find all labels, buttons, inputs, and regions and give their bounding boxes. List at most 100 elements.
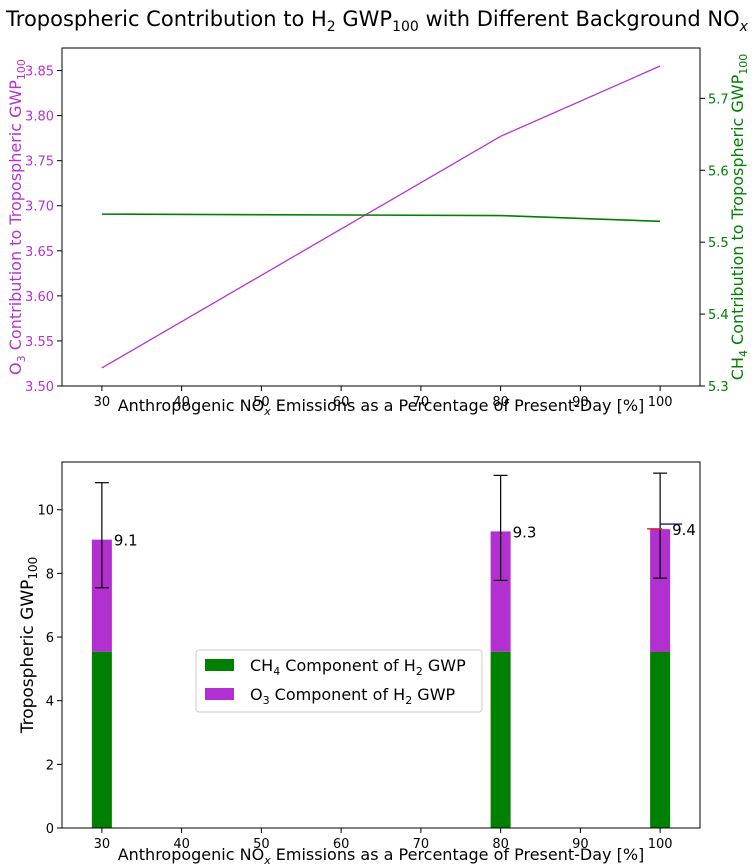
legend-box <box>195 649 483 713</box>
bar-y-tick-label: 2 <box>46 758 54 773</box>
left-y-tick-label: 3.85 <box>25 65 54 80</box>
right-y-tick-label: 5.7 <box>708 92 729 107</box>
line-chart-x-ticks: 30 40 50 60 70 80 90 100 <box>94 386 673 410</box>
line-chart: 30 40 50 60 70 80 90 100 3.503.553.603.653.703.… <box>6 47 750 418</box>
legend-o3-pre: O <box>250 685 263 704</box>
bar-chart-y-axis-label: Tropospheric GWP100 <box>18 557 40 735</box>
left-y-label-mid: Contribution to Tropospheric GWP <box>6 80 25 356</box>
legend-o3-post: Component of H <box>270 685 406 704</box>
title-rest: with Different Background NO <box>419 7 740 31</box>
right-y-tick-label: 5.4 <box>708 308 729 323</box>
title-main: Tropospheric Contribution to H <box>5 7 327 31</box>
x-label-sub: x <box>263 405 271 418</box>
x-tick-label: 60 <box>333 395 350 410</box>
line-chart-x-axis-label: Anthropogenic NOx Emissions as a Percent… <box>118 396 645 418</box>
left-y-tick-label: 3.80 <box>25 110 54 125</box>
ch4-bar <box>490 651 511 828</box>
bar-chart-x-axis-label: Anthropogenic NOx Emissions as a Percent… <box>118 845 645 867</box>
stacked-bars <box>91 529 671 828</box>
line-chart-frame <box>61 47 701 387</box>
right-y-tick-label: 5.5 <box>708 236 729 251</box>
left-y-tick-label: 3.75 <box>25 155 54 170</box>
x-tick-label: 40 <box>173 395 190 410</box>
ch4-bar <box>650 652 671 828</box>
o3-bar <box>650 529 671 653</box>
legend-ch4-sub2: 2 <box>416 665 423 678</box>
bar-y-tick-label: 6 <box>46 631 54 646</box>
o3-bar <box>91 539 112 652</box>
right-y-tick-label: 5.3 <box>708 380 729 395</box>
x-tick-label: 90 <box>572 395 589 410</box>
stacked-bar-chart: 9.1 9.3 9.4 30 40 50 60 70 80 90 100 0 2 4 6 8 10 Anth… <box>18 461 701 867</box>
title-sub-100: 100 <box>392 19 419 35</box>
bar-x-tick-label: 60 <box>333 837 350 852</box>
bar-y-label-pre: Tropospheric GWP <box>18 580 38 735</box>
line-chart-left-y-axis-label: O3 Contribution to Tropospheric GWP100 <box>6 59 28 375</box>
legend-label-o3: O3 Component of H2 GWP <box>250 685 456 707</box>
left-y-tick-label: 3.65 <box>25 245 54 260</box>
x-tick-label: 50 <box>253 395 270 410</box>
bar-x-tick-label: 50 <box>253 837 270 852</box>
bar-y-tick-label: 4 <box>46 695 54 710</box>
bar-y-tick-label: 8 <box>46 567 54 582</box>
left-y-label-pre: O <box>6 362 25 375</box>
left-y-label-sub2: 100 <box>15 59 28 80</box>
bar-x-tick-label: 70 <box>413 837 430 852</box>
x-tick-label: 80 <box>492 395 509 410</box>
title-gwp: GWP <box>336 7 392 31</box>
line-chart-left-y-ticks: 3.50 3.55 3.60 3.65 3.70 3.75 3.80 3.85 <box>25 65 62 395</box>
o3-bar <box>490 531 511 652</box>
right-y-label-mid: Contribution to Tropospheric GWP <box>728 74 747 350</box>
bar-x-tick-label: 80 <box>492 837 509 852</box>
left-y-tick-label: 3.70 <box>25 200 54 215</box>
ch4-bar <box>91 651 112 828</box>
extra-markers <box>647 523 683 530</box>
bar-y-label-sub: 100 <box>26 557 40 580</box>
ch4-contribution-line <box>101 213 661 223</box>
total-labels: 9.1 9.3 9.4 <box>114 521 696 550</box>
bar-x-tick-label: 100 <box>648 837 673 852</box>
legend-ch4-pre: CH <box>250 656 273 675</box>
o3-contribution-line <box>101 65 661 369</box>
legend-o3-sub2: 2 <box>405 694 412 707</box>
x-label-pre: Anthropogenic NO <box>118 396 265 415</box>
bar-x-label-sub: x <box>263 854 271 867</box>
legend-label-ch4: CH4 Component of H2 GWP <box>250 656 466 678</box>
title-sub-x: x <box>739 19 749 35</box>
bar-x-tick-label: 30 <box>94 837 111 852</box>
left-y-label-sub1: 3 <box>15 355 28 362</box>
legend-o3-sub: 3 <box>263 694 270 707</box>
x-tick-label: 30 <box>94 395 111 410</box>
legend-swatch-ch4 <box>205 659 234 671</box>
line-chart-right-y-ticks: 5.3 5.4 5.5 5.6 5.7 <box>700 92 729 395</box>
bar-y-tick-label: 0 <box>46 822 54 837</box>
error-bars <box>94 472 668 589</box>
bar-x-tick-label: 40 <box>173 837 190 852</box>
legend-ch4-sub: 4 <box>273 665 280 678</box>
legend-ch4-post: Component of H <box>280 656 416 675</box>
bar-x-label-pre: Anthropogenic NO <box>118 845 265 864</box>
legend: CH4 Component of H2 GWP O3 Component of … <box>195 649 483 713</box>
total-label: 9.4 <box>672 521 696 539</box>
bar-chart-y-ticks: 0 2 4 6 8 10 <box>37 504 62 837</box>
right-y-label-sub2: 100 <box>737 54 750 75</box>
legend-ch4-post2: GWP <box>423 656 466 675</box>
bar-chart-x-ticks: 30 40 50 60 70 80 90 100 <box>94 828 673 852</box>
bar-y-tick-label: 10 <box>37 504 54 519</box>
left-y-tick-label: 3.55 <box>25 335 54 350</box>
x-tick-label: 70 <box>413 395 430 410</box>
legend-swatch-o3 <box>205 688 234 700</box>
title-sub-2: 2 <box>327 19 336 35</box>
bar-chart-frame <box>61 461 701 829</box>
right-y-label-pre: CH <box>728 357 747 380</box>
x-tick-label: 100 <box>648 395 673 410</box>
total-label: 9.1 <box>114 532 138 550</box>
legend-o3-post2: GWP <box>412 685 455 704</box>
left-y-tick-label: 3.50 <box>25 380 54 395</box>
right-y-tick-label: 5.6 <box>708 164 729 179</box>
figure-title: Tropospheric Contribution to H2 GWP100 w… <box>5 7 749 35</box>
bar-x-tick-label: 90 <box>572 837 589 852</box>
x-label-post: Emissions as a Percentage of Present-Day… <box>271 396 645 415</box>
line-chart-right-y-axis-label: CH4 Contribution to Tropospheric GWP100 <box>728 54 750 381</box>
